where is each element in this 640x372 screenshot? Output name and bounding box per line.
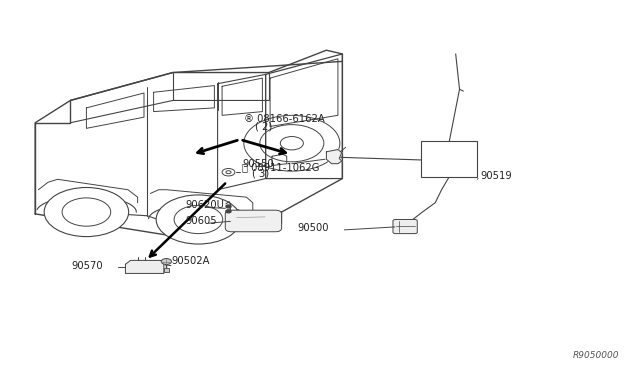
Circle shape: [222, 169, 235, 176]
Text: 90519: 90519: [480, 171, 512, 181]
FancyBboxPatch shape: [225, 210, 282, 232]
Text: 90502A: 90502A: [172, 256, 210, 266]
Text: 90620U: 90620U: [186, 199, 225, 209]
Text: Ⓝ 08911-1062G: Ⓝ 08911-1062G: [242, 162, 319, 172]
Circle shape: [226, 171, 231, 174]
Polygon shape: [125, 260, 164, 273]
Text: 90570: 90570: [72, 260, 103, 270]
Circle shape: [226, 205, 231, 208]
Text: 90500: 90500: [298, 223, 329, 233]
Circle shape: [161, 259, 172, 264]
Bar: [164, 268, 169, 272]
FancyBboxPatch shape: [393, 219, 417, 234]
Text: ( 3): ( 3): [252, 169, 269, 179]
Text: 90605: 90605: [186, 216, 217, 226]
Circle shape: [226, 210, 231, 213]
Text: 90550: 90550: [242, 158, 273, 169]
Circle shape: [156, 195, 241, 244]
Circle shape: [44, 187, 129, 237]
Text: R9050000: R9050000: [573, 351, 620, 360]
Text: ( 2): ( 2): [255, 121, 272, 131]
Text: ® 08166-6162A: ® 08166-6162A: [244, 114, 325, 124]
Polygon shape: [326, 150, 342, 164]
Bar: [421, 141, 477, 177]
